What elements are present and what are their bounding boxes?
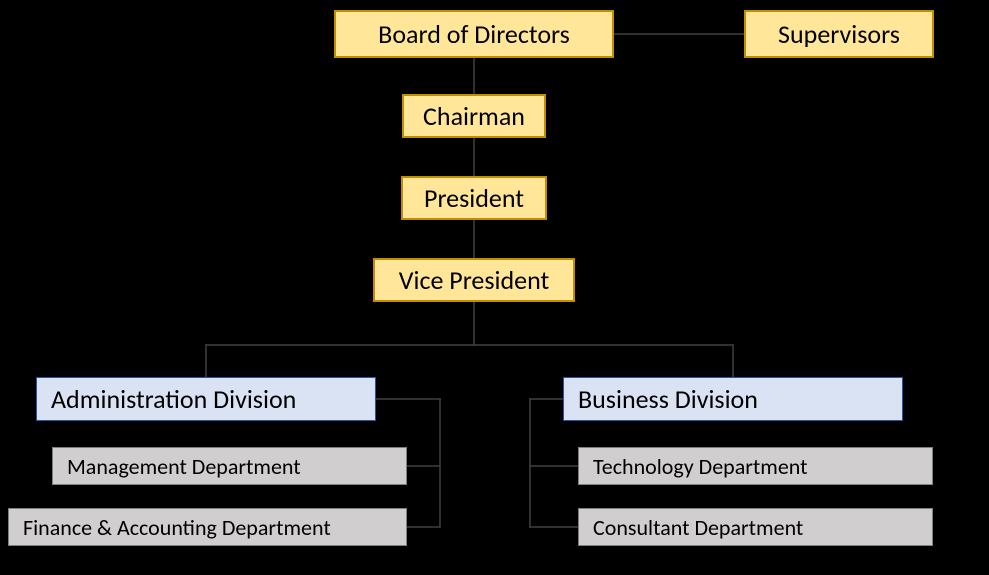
node-label: Supervisors	[778, 18, 900, 50]
node-technology-department: Technology Department	[578, 447, 933, 485]
node-label: Administration Division	[51, 383, 296, 415]
node-vice-president: Vice President	[373, 258, 575, 302]
node-label: Board of Directors	[378, 18, 570, 50]
node-business-division: Business Division	[563, 377, 903, 421]
node-label: Technology Department	[593, 453, 808, 480]
node-label: Vice President	[399, 264, 549, 296]
node-president: President	[401, 176, 547, 220]
node-label: Management Department	[67, 453, 301, 480]
node-supervisors: Supervisors	[744, 10, 934, 58]
node-label: Chairman	[423, 100, 525, 132]
node-label: Consultant Department	[593, 514, 803, 541]
node-management-department: Management Department	[52, 447, 407, 485]
node-chairman: Chairman	[402, 94, 546, 138]
node-administration-division: Administration Division	[36, 377, 376, 421]
node-label: Business Division	[578, 383, 758, 415]
node-label: Finance & Accounting Department	[23, 514, 331, 541]
node-finance-accounting-department: Finance & Accounting Department	[8, 508, 407, 546]
node-label: President	[424, 182, 524, 214]
node-consultant-department: Consultant Department	[578, 508, 933, 546]
node-board-of-directors: Board of Directors	[334, 10, 614, 58]
